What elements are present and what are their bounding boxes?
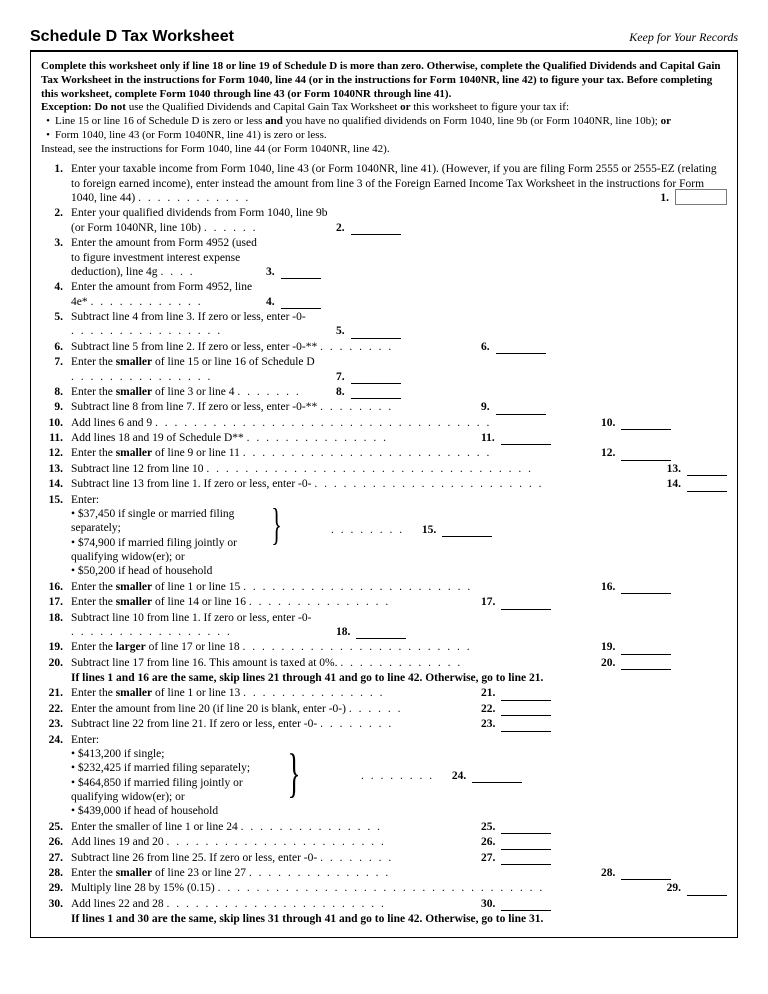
line-14: 14. Subtract line 13 from line 1. If zer… bbox=[41, 477, 727, 491]
intro-text: Complete this worksheet only if line 18 … bbox=[41, 60, 727, 156]
input-29[interactable] bbox=[687, 884, 727, 896]
input-11[interactable] bbox=[501, 433, 551, 445]
input-23[interactable] bbox=[501, 720, 551, 732]
input-16[interactable] bbox=[621, 582, 671, 594]
instead-line: Instead, see the instructions for Form 1… bbox=[41, 143, 727, 157]
line-2: 2. Enter your qualified dividends from F… bbox=[41, 206, 727, 235]
input-20[interactable] bbox=[621, 658, 671, 670]
line-29: 29. Multiply line 28 by 15% (0.15) . . .… bbox=[41, 881, 727, 895]
skip-note-2: If lines 1 and 30 are the same, skip lin… bbox=[41, 912, 727, 926]
skip-note-1: If lines 1 and 16 are the same, skip lin… bbox=[41, 671, 727, 685]
input-22[interactable] bbox=[501, 704, 551, 716]
line-21: 21. Enter the smaller of line 1 or line … bbox=[41, 686, 727, 700]
brace-icon: } bbox=[271, 505, 282, 545]
worksheet-lines: 1. Enter your taxable income from Form 1… bbox=[41, 162, 727, 926]
input-10[interactable] bbox=[621, 418, 671, 430]
input-5[interactable] bbox=[351, 327, 401, 339]
input-2[interactable] bbox=[351, 223, 401, 235]
input-25[interactable] bbox=[501, 822, 551, 834]
input-27[interactable] bbox=[501, 853, 551, 865]
bullet-1: • Line 15 or line 16 of Schedule D is ze… bbox=[41, 115, 727, 129]
line-24: 24. Enter: • $413,200 if single; • $232,… bbox=[41, 733, 727, 819]
input-19[interactable] bbox=[621, 643, 671, 655]
line-16: 16. Enter the smaller of line 1 or line … bbox=[41, 580, 727, 594]
brace-icon: } bbox=[287, 749, 300, 798]
line-18: 18. Subtract line 10 from line 1. If zer… bbox=[41, 611, 727, 640]
input-9[interactable] bbox=[496, 403, 546, 415]
input-24[interactable] bbox=[472, 771, 522, 783]
line-13: 13. Subtract line 12 from line 10 . . . … bbox=[41, 462, 727, 476]
input-30[interactable] bbox=[501, 899, 551, 911]
line-7: 7. Enter the smaller of line 15 or line … bbox=[41, 355, 727, 384]
line-12: 12. Enter the smaller of line 9 or line … bbox=[41, 446, 727, 460]
input-1[interactable] bbox=[675, 189, 727, 205]
line-30: 30. Add lines 22 and 28 . . . . . . . . … bbox=[41, 897, 727, 911]
line-26: 26. Add lines 19 and 20 . . . . . . . . … bbox=[41, 835, 727, 849]
input-7[interactable] bbox=[351, 372, 401, 384]
line-22: 22. Enter the amount from line 20 (if li… bbox=[41, 702, 727, 716]
line-10: 10. Add lines 6 and 9 . . . . . . . . . … bbox=[41, 416, 727, 430]
line-5: 5. Subtract line 4 from line 3. If zero … bbox=[41, 310, 727, 339]
line-6: 6. Subtract line 5 from line 2. If zero … bbox=[41, 340, 727, 354]
input-6[interactable] bbox=[496, 342, 546, 354]
line-15: 15. Enter: • $37,450 if single or marrie… bbox=[41, 493, 727, 579]
line-25: 25. Enter the smaller of line 1 or line … bbox=[41, 820, 727, 834]
line-28: 28. Enter the smaller of line 23 or line… bbox=[41, 866, 727, 880]
line-23: 23. Subtract line 22 from line 21. If ze… bbox=[41, 717, 727, 731]
line-3: 3. Enter the amount from Form 4952 (used… bbox=[41, 236, 727, 279]
page-title: Schedule D Tax Worksheet bbox=[30, 28, 234, 46]
line-4: 4. Enter the amount from Form 4952, line… bbox=[41, 280, 727, 309]
input-3[interactable] bbox=[281, 267, 321, 279]
line-17: 17. Enter the smaller of line 14 or line… bbox=[41, 595, 727, 609]
input-4[interactable] bbox=[281, 297, 321, 309]
intro-p1: Complete this worksheet only if line 18 … bbox=[41, 60, 727, 101]
input-15[interactable] bbox=[442, 525, 492, 537]
header: Schedule D Tax Worksheet Keep for Your R… bbox=[30, 28, 738, 51]
input-17[interactable] bbox=[501, 598, 551, 610]
line-9: 9. Subtract line 8 from line 7. If zero … bbox=[41, 400, 727, 414]
line-27: 27. Subtract line 26 from line 25. If ze… bbox=[41, 851, 727, 865]
line-8: 8. Enter the smaller of line 3 or line 4… bbox=[41, 385, 727, 399]
input-21[interactable] bbox=[501, 689, 551, 701]
input-26[interactable] bbox=[501, 838, 551, 850]
worksheet-box: Complete this worksheet only if line 18 … bbox=[30, 51, 738, 938]
line-20: 20. Subtract line 17 from line 16. This … bbox=[41, 656, 727, 670]
input-18[interactable] bbox=[356, 627, 406, 639]
input-12[interactable] bbox=[621, 449, 671, 461]
keep-for-records: Keep for Your Records bbox=[629, 30, 738, 45]
input-14[interactable] bbox=[687, 480, 727, 492]
input-13[interactable] bbox=[687, 464, 727, 476]
line-19: 19. Enter the larger of line 17 or line … bbox=[41, 640, 727, 654]
input-8[interactable] bbox=[351, 387, 401, 399]
exception-line: Exception: Do not use the Qualified Divi… bbox=[41, 101, 727, 115]
input-28[interactable] bbox=[621, 868, 671, 880]
bullet-2: • Form 1040, line 43 (or Form 1040NR, li… bbox=[41, 129, 727, 143]
line-11: 11. Add lines 18 and 19 of Schedule D** … bbox=[41, 431, 727, 445]
line-1: 1. Enter your taxable income from Form 1… bbox=[41, 162, 727, 205]
